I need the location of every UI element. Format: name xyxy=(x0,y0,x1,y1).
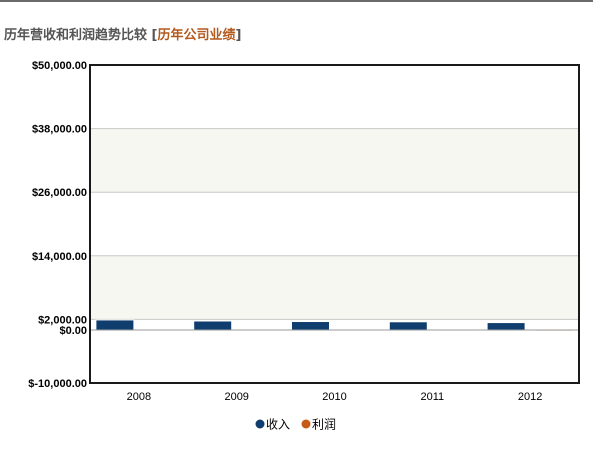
revenue-bar[interactable] xyxy=(95,319,135,331)
y-tick-label: $2,000.00 xyxy=(38,314,87,326)
revenue-legend-label[interactable]: 收入 xyxy=(266,418,290,432)
chart-title: 历年营收和利润趋势比较 xyxy=(4,28,148,43)
bracket-open: [ xyxy=(151,28,158,43)
company-performance-link[interactable]: 历年公司业绩 xyxy=(157,28,236,43)
x-tick-label: 2012 xyxy=(518,391,542,403)
y-tick-label: $38,000.00 xyxy=(32,124,87,136)
plot-band xyxy=(90,128,579,193)
bracket-close: ] xyxy=(235,28,242,43)
revenue-bar[interactable] xyxy=(388,321,428,331)
revenue-bar[interactable] xyxy=(486,322,526,331)
revenue-legend-marker[interactable] xyxy=(255,419,265,429)
y-tick-label: $14,000.00 xyxy=(32,251,87,263)
x-tick-label: 2009 xyxy=(224,391,248,403)
plot-band xyxy=(90,255,579,320)
y-tick-label: $26,000.00 xyxy=(32,187,87,199)
revenue-bar[interactable] xyxy=(193,320,233,331)
chart-header: 历年营收和利润趋势比较 [历年公司业绩] xyxy=(4,27,241,45)
profit-legend-marker[interactable] xyxy=(301,419,311,429)
y-tick-label: $0.00 xyxy=(59,325,87,337)
plot-frame xyxy=(89,64,580,384)
revenue-bar[interactable] xyxy=(291,321,330,331)
x-tick-label: 2008 xyxy=(127,391,151,403)
profit-legend-label[interactable]: 利润 xyxy=(312,418,336,432)
top-border xyxy=(0,0,593,2)
y-tick-label: $-10,000.00 xyxy=(28,378,87,390)
x-tick-label: 2011 xyxy=(420,391,444,403)
x-tick-label: 2010 xyxy=(322,391,346,403)
y-tick-label: $50,000.00 xyxy=(32,60,87,72)
